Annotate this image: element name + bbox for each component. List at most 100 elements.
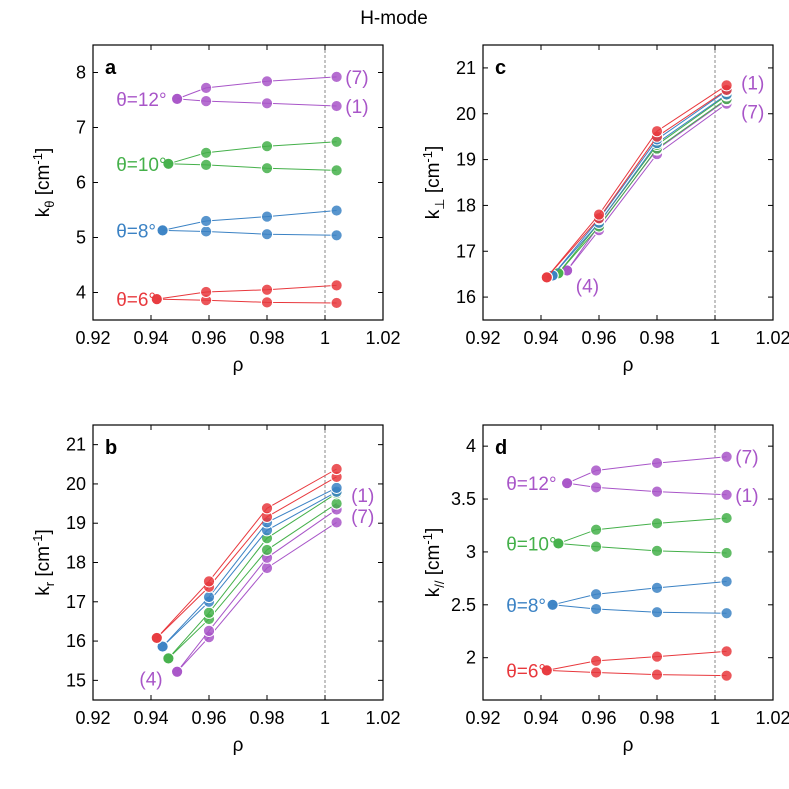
annotation: θ=8° xyxy=(506,596,546,617)
y-axis-label-sub: ⊥ xyxy=(432,198,447,209)
annotation: θ=8° xyxy=(116,221,156,242)
annotation: (7) xyxy=(735,448,758,469)
series-line xyxy=(156,284,337,300)
y-tick-label: 19 xyxy=(456,150,476,170)
series-line xyxy=(156,298,337,304)
data-point xyxy=(260,75,274,88)
data-point xyxy=(260,283,274,296)
data-point xyxy=(200,81,213,95)
annotation: (7) xyxy=(741,102,764,123)
series-line xyxy=(156,468,337,639)
data-point xyxy=(260,140,274,153)
data-point xyxy=(200,146,213,159)
panel-a: 0.92 0.94 0.96 0.98 1 1.02 4 5 6 7 8 a ρ kθ [cm-1] θ=6… xyxy=(30,44,401,376)
data-point xyxy=(561,477,574,490)
x-tick-label: 1.02 xyxy=(365,328,400,348)
data-point xyxy=(260,210,274,223)
data-point xyxy=(650,544,664,557)
y-axis-label: kθ [cm-1] xyxy=(30,148,57,217)
series-line xyxy=(566,99,727,271)
x-axis-label: ρ xyxy=(623,735,634,756)
data-point xyxy=(720,511,733,525)
data-point xyxy=(200,285,213,299)
data-point xyxy=(650,517,664,530)
data-point xyxy=(156,224,169,237)
x-tick-label: 0.96 xyxy=(581,708,616,728)
data-point xyxy=(720,450,733,463)
data-point xyxy=(330,497,343,510)
y-axis-label-end: ] xyxy=(423,528,444,533)
data-point xyxy=(650,581,664,594)
y-axis-label-sub: θ xyxy=(42,201,57,208)
data-point xyxy=(330,229,343,242)
y-tick-label: 21 xyxy=(456,58,476,78)
y-axis-label-main: k xyxy=(423,587,444,597)
data-point xyxy=(720,645,733,658)
data-point xyxy=(650,668,664,681)
y-tick-label: 15 xyxy=(66,670,86,690)
series-line xyxy=(162,491,337,647)
x-tick-label: 0.98 xyxy=(249,708,284,728)
panel-b: 0.92 0.94 0.96 0.98 1 1.02 15 16 17 18 19 20 21 b ρ kr … xyxy=(30,424,401,756)
data-point xyxy=(202,590,216,604)
y-tick-label: 6 xyxy=(76,173,86,193)
data-point xyxy=(260,228,274,241)
data-point xyxy=(552,537,565,550)
y-axis-label-tail: [cm xyxy=(33,165,54,201)
series-line xyxy=(546,89,727,278)
data-point xyxy=(590,602,603,616)
data-point xyxy=(330,481,343,494)
annotation: (7) xyxy=(345,68,368,89)
series-line xyxy=(558,98,727,274)
y-axis-label-main: k xyxy=(33,586,54,596)
data-point xyxy=(590,464,603,477)
y-axis-label-sup: -1 xyxy=(420,151,435,163)
data-point xyxy=(590,523,603,536)
panel-d: 0.92 0.94 0.96 0.98 1 1.02 2 2.5 3 3.5 4 d ρ k// [cm-… xyxy=(420,424,789,756)
data-point xyxy=(650,485,664,498)
series-line xyxy=(546,650,727,671)
x-tick-label: 0.96 xyxy=(581,328,616,348)
series-line xyxy=(162,487,337,647)
data-point xyxy=(260,296,274,309)
x-tick-label: 0.92 xyxy=(465,708,500,728)
series-line xyxy=(552,604,727,614)
data-point xyxy=(590,540,603,553)
panel-c: 0.92 0.94 0.96 0.98 1 1.02 16 17 18 19 20 21 c ρ k⊥ [c… xyxy=(420,44,789,376)
x-tick-label: 1.02 xyxy=(365,708,400,728)
series-line xyxy=(552,94,727,276)
data-point xyxy=(330,279,343,292)
y-tick-label: 20 xyxy=(66,474,86,494)
series-line xyxy=(566,103,727,271)
y-axis-label-sub: // xyxy=(432,580,447,588)
axis-frame xyxy=(482,44,774,321)
series-line xyxy=(546,669,727,677)
y-tick-label: 4 xyxy=(466,436,476,456)
panel-label: a xyxy=(105,57,117,79)
y-tick-label: 17 xyxy=(456,241,476,261)
data-point xyxy=(162,157,175,170)
y-tick-label: 19 xyxy=(66,513,86,533)
x-axis-label: ρ xyxy=(623,355,634,376)
x-tick-label: 1.02 xyxy=(755,328,789,348)
x-axis-label: ρ xyxy=(233,355,244,376)
data-point xyxy=(171,665,184,678)
annotation: θ=10° xyxy=(506,534,556,555)
data-point xyxy=(590,588,603,601)
data-point xyxy=(200,95,213,108)
data-point xyxy=(720,79,733,92)
x-tick-label: 0.94 xyxy=(133,328,168,348)
x-tick-label: 1 xyxy=(320,328,330,348)
y-axis-label-end: ] xyxy=(423,146,444,151)
data-point xyxy=(200,158,213,171)
y-tick-label: 5 xyxy=(76,228,86,248)
data-point xyxy=(590,666,603,679)
data-point xyxy=(590,654,603,667)
annotation: (4) xyxy=(139,669,162,690)
data-point xyxy=(150,293,163,306)
y-axis-label: k⊥ [cm-1] xyxy=(420,146,447,220)
series-line xyxy=(162,229,337,236)
panel-label: d xyxy=(495,437,507,459)
y-axis-label-sup: -1 xyxy=(420,533,435,545)
